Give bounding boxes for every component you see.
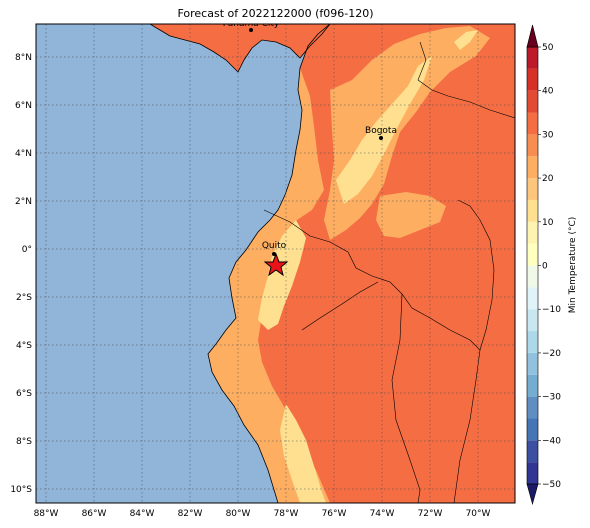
city-label-bogota: Bogota — [365, 126, 397, 136]
colorbar-tick-label: 40 — [542, 87, 554, 97]
map-title: Forecast of 2022122000 (f096-120) — [177, 7, 374, 20]
colorbar-segment — [527, 287, 538, 310]
land-cool-andes — [258, 220, 306, 330]
colorbar-tick-label: 30 — [542, 130, 554, 140]
colorbar-extend-max — [526, 24, 539, 48]
colorbar-segment — [527, 90, 538, 113]
lat-tick-label: 8°N — [15, 53, 32, 63]
coastline-central-america — [149, 24, 331, 73]
lon-tick-label: 82°W — [178, 509, 203, 519]
lat-tick-label: 4°S — [16, 341, 32, 351]
lon-tick-label: 86°W — [82, 509, 107, 519]
coastline — [207, 24, 331, 503]
lat-tick-label: 6°S — [16, 389, 32, 399]
colorbar-segment — [527, 331, 538, 353]
colorbar-segment — [527, 199, 538, 222]
lon-tick-label: 70°W — [466, 509, 491, 519]
colorbar-tick-label: −20 — [542, 349, 561, 359]
lon-tick-label: 88°W — [34, 509, 59, 519]
colorbar-segment — [527, 440, 538, 463]
lon-tick-label: 74°W — [370, 509, 395, 519]
lat-tick-label: 10°S — [10, 485, 32, 495]
city-label-panama-city: Panama City — [223, 19, 280, 29]
colorbar-segment — [527, 418, 538, 441]
colorbar-tick-label: −10 — [542, 305, 561, 315]
lon-tick-label: 84°W — [130, 509, 155, 519]
colorbar: −50 −40 −30 −20 −10 0 10 20 30 40 50 — [526, 24, 561, 506]
city-dot-panama-city — [249, 28, 253, 32]
colorbar-segment — [527, 352, 538, 375]
lat-tick-labels: 8°N 6°N 4°N 2°N 0° 2°S 4°S 6°S 8°S 10°S — [10, 53, 32, 495]
city-dot-bogota — [379, 136, 383, 140]
land-cool-ridge — [454, 30, 478, 50]
lat-tick-label: 0° — [22, 245, 32, 255]
colorbar-segment — [527, 309, 538, 332]
colorbar-segment — [527, 68, 538, 91]
map-frame — [35, 23, 516, 504]
colorbar-tick-label: 10 — [542, 218, 554, 228]
colorbar-tick-label: −50 — [542, 480, 561, 490]
land-mild-east — [376, 192, 446, 238]
colorbar-segment — [527, 243, 538, 266]
land-cool-south — [280, 404, 326, 503]
city-dot-quito — [272, 252, 276, 256]
colorbar-tick-label: 0 — [542, 262, 548, 272]
lon-tick-labels: 88°W 86°W 84°W 82°W 80°W 78°W 76°W 74°W … — [34, 509, 491, 519]
colorbar-tick-label: −40 — [542, 436, 561, 446]
map-panel: Panama City Bogota Quito — [36, 19, 515, 503]
colorbar-tick-label: 20 — [542, 174, 554, 184]
land-warm — [208, 24, 515, 503]
lon-tick-label: 78°W — [274, 509, 299, 519]
country-borders — [263, 41, 515, 503]
colorbar-label: Min Temperature (°C) — [568, 217, 578, 314]
land-cool-andes-north — [336, 56, 432, 204]
colorbar-segment — [527, 47, 538, 69]
location-star-icon — [263, 252, 289, 277]
lon-tick-label: 72°W — [418, 509, 443, 519]
colorbar-segment — [527, 112, 538, 135]
colorbar-segment — [527, 134, 538, 157]
land-mild-highlands — [324, 26, 490, 240]
colorbar-segment — [527, 156, 538, 179]
lat-tick-label: 4°N — [15, 149, 32, 159]
colorbar-tick-label: −30 — [542, 393, 561, 403]
lat-tick-label: 2°S — [16, 293, 32, 303]
colorbar-segment — [527, 221, 538, 244]
colorbar-segment — [527, 396, 538, 419]
land-central-america — [150, 24, 330, 72]
colorbar-segment — [527, 178, 538, 200]
colorbar-segment — [527, 462, 538, 484]
lon-tick-label: 76°W — [322, 509, 347, 519]
colorbar-extend-min — [526, 483, 539, 506]
colorbar-tick-label: 50 — [542, 43, 554, 53]
lat-tick-label: 8°S — [16, 437, 32, 447]
city-label-quito: Quito — [262, 241, 287, 251]
colorbar-segment — [527, 265, 538, 288]
lon-tick-label: 80°W — [226, 509, 251, 519]
colorbar-segment — [527, 374, 538, 397]
lat-tick-label: 6°N — [15, 101, 32, 111]
lat-tick-label: 2°N — [15, 197, 32, 207]
